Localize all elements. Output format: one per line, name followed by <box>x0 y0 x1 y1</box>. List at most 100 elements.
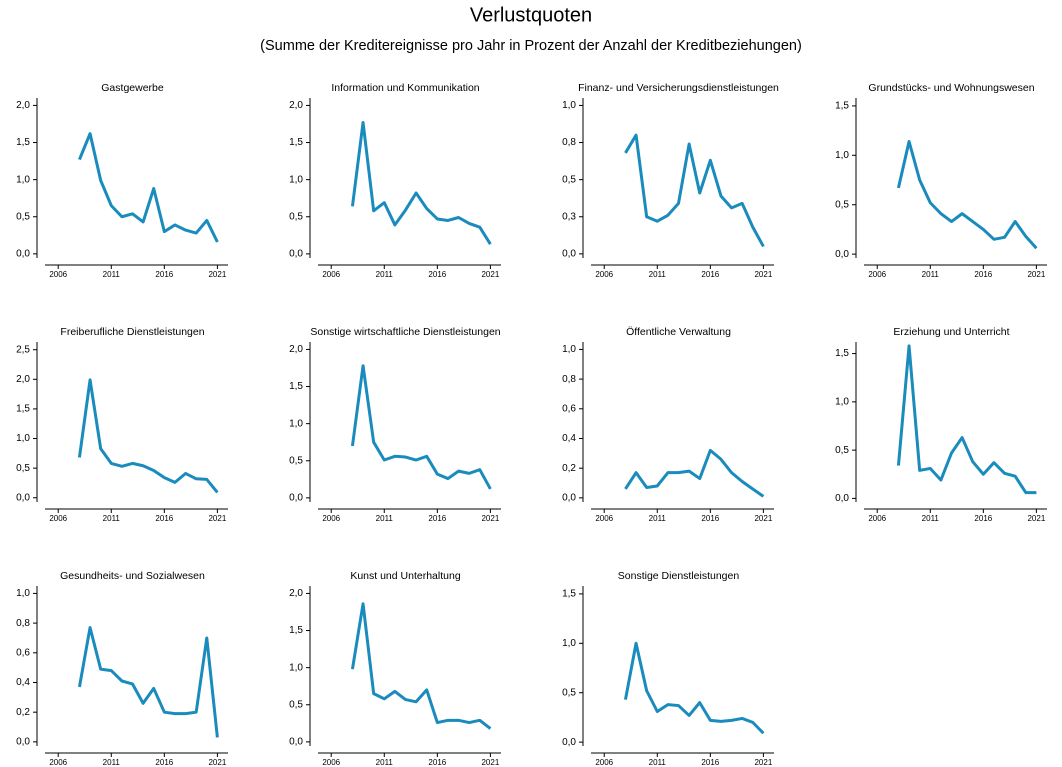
figure-title: Verlustquoten <box>470 4 592 26</box>
x-tick-label: 2011 <box>649 514 667 523</box>
data-line <box>350 120 492 246</box>
x-tick-label: 2021 <box>481 514 499 523</box>
x-tick-label: 2011 <box>103 758 121 767</box>
y-tick-label: 0,0 <box>289 737 303 748</box>
y-tick-label: 0,5 <box>835 199 849 210</box>
data-line <box>77 378 219 494</box>
y-tick-label: 1,0 <box>835 396 849 407</box>
y-tick-label: 0,0 <box>16 737 30 748</box>
y-tick-label: 0,6 <box>562 403 576 414</box>
panel-title: Gastgewerbe <box>101 82 164 94</box>
y-tick-label: 1,0 <box>16 433 30 444</box>
x-tick-label: 2011 <box>649 758 667 767</box>
x-tick-label: 2021 <box>754 514 772 523</box>
y-tick-label: 0,0 <box>16 249 30 260</box>
y-tick-label: 0,2 <box>562 463 576 474</box>
y-tick-label: 2,0 <box>16 100 30 111</box>
x-tick-label: 2021 <box>208 514 226 523</box>
y-tick-label: 0,0 <box>562 493 576 504</box>
panel-title: Freiberufliche Dienstleistungen <box>60 326 204 338</box>
y-tick-label: 1,0 <box>289 662 303 673</box>
x-tick-label: 2011 <box>103 514 121 523</box>
y-tick-label: 0,8 <box>562 374 576 385</box>
y-tick-label: 0,5 <box>289 455 303 466</box>
y-tick-label: 1,5 <box>289 625 303 636</box>
y-tick-label: 1,0 <box>835 150 849 161</box>
x-tick-label: 2016 <box>155 758 173 767</box>
y-tick-label: 1,5 <box>16 404 30 415</box>
y-tick-label: 0,3 <box>562 211 576 222</box>
x-tick-label: 2011 <box>103 270 121 279</box>
x-tick-label: 2006 <box>322 758 340 767</box>
x-tick-label: 2011 <box>376 270 394 279</box>
y-tick-label: 0,8 <box>16 618 30 629</box>
y-tick-label: 2,0 <box>289 588 303 599</box>
y-tick-label: 1,0 <box>562 638 576 649</box>
y-tick-label: 0,5 <box>289 699 303 710</box>
x-tick-label: 2011 <box>922 270 940 279</box>
x-tick-label: 2021 <box>481 270 499 279</box>
y-tick-label: 1,5 <box>562 589 576 600</box>
data-line <box>350 364 492 490</box>
y-tick-label: 1,0 <box>16 174 30 185</box>
x-tick-label: 2016 <box>974 270 992 279</box>
x-tick-label: 2021 <box>1027 514 1045 523</box>
y-tick-label: 0,0 <box>835 493 849 504</box>
x-tick-label: 2006 <box>49 514 67 523</box>
panel-title: Grundstücks- und Wohnungswesen <box>868 82 1034 94</box>
x-tick-label: 2016 <box>428 758 446 767</box>
y-tick-label: 2,5 <box>16 344 30 355</box>
panel-title: Kunst und Unterhaltung <box>350 570 460 582</box>
y-tick-label: 0,0 <box>289 249 303 260</box>
x-tick-label: 2021 <box>208 758 226 767</box>
y-tick-label: 1,5 <box>289 137 303 148</box>
panel-title: Gesundheits- und Sozialwesen <box>60 570 205 582</box>
y-tick-label: 1,0 <box>562 100 576 111</box>
x-tick-label: 2006 <box>49 270 67 279</box>
data-line <box>77 626 219 738</box>
y-tick-label: 0,4 <box>562 433 576 444</box>
x-tick-label: 2006 <box>49 758 67 767</box>
x-tick-label: 2006 <box>868 270 886 279</box>
x-tick-label: 2006 <box>322 270 340 279</box>
x-tick-label: 2006 <box>595 758 613 767</box>
panel-title: Erziehung und Unterricht <box>893 326 1009 338</box>
x-tick-label: 2021 <box>481 758 499 767</box>
data-line <box>350 602 492 730</box>
x-tick-label: 2016 <box>428 514 446 523</box>
x-tick-label: 2021 <box>1027 270 1045 279</box>
x-tick-label: 2006 <box>322 514 340 523</box>
y-tick-label: 2,0 <box>289 344 303 355</box>
y-tick-label: 1,5 <box>835 101 849 112</box>
y-tick-label: 0,5 <box>835 445 849 456</box>
x-tick-label: 2016 <box>701 514 719 523</box>
panel-title: Öffentliche Verwaltung <box>626 326 731 338</box>
y-tick-label: 1,5 <box>16 137 30 148</box>
figure-subtitle: (Summe der Kreditereignisse pro Jahr in … <box>260 38 802 54</box>
y-tick-label: 1,0 <box>289 174 303 185</box>
data-line <box>623 641 765 735</box>
x-tick-label: 2011 <box>649 270 667 279</box>
y-tick-label: 0,5 <box>16 211 30 222</box>
y-tick-label: 1,0 <box>289 418 303 429</box>
y-tick-label: 0,0 <box>835 249 849 260</box>
data-line <box>896 139 1038 250</box>
y-tick-label: 0,5 <box>562 174 576 185</box>
data-line <box>624 448 765 498</box>
data-line <box>78 132 219 243</box>
x-tick-label: 2011 <box>376 758 394 767</box>
y-tick-label: 0,5 <box>562 687 576 698</box>
y-tick-label: 2,0 <box>289 100 303 111</box>
y-tick-label: 0,0 <box>16 492 30 503</box>
x-tick-label: 2021 <box>208 270 226 279</box>
x-tick-label: 2016 <box>428 270 446 279</box>
y-tick-label: 0,4 <box>16 677 30 688</box>
x-tick-label: 2021 <box>754 270 772 279</box>
y-tick-label: 2,0 <box>16 374 30 385</box>
x-tick-label: 2016 <box>155 270 173 279</box>
y-tick-label: 0,5 <box>289 211 303 222</box>
y-tick-label: 0,0 <box>562 249 576 260</box>
y-tick-label: 1,5 <box>289 381 303 392</box>
x-tick-label: 2011 <box>922 514 940 523</box>
